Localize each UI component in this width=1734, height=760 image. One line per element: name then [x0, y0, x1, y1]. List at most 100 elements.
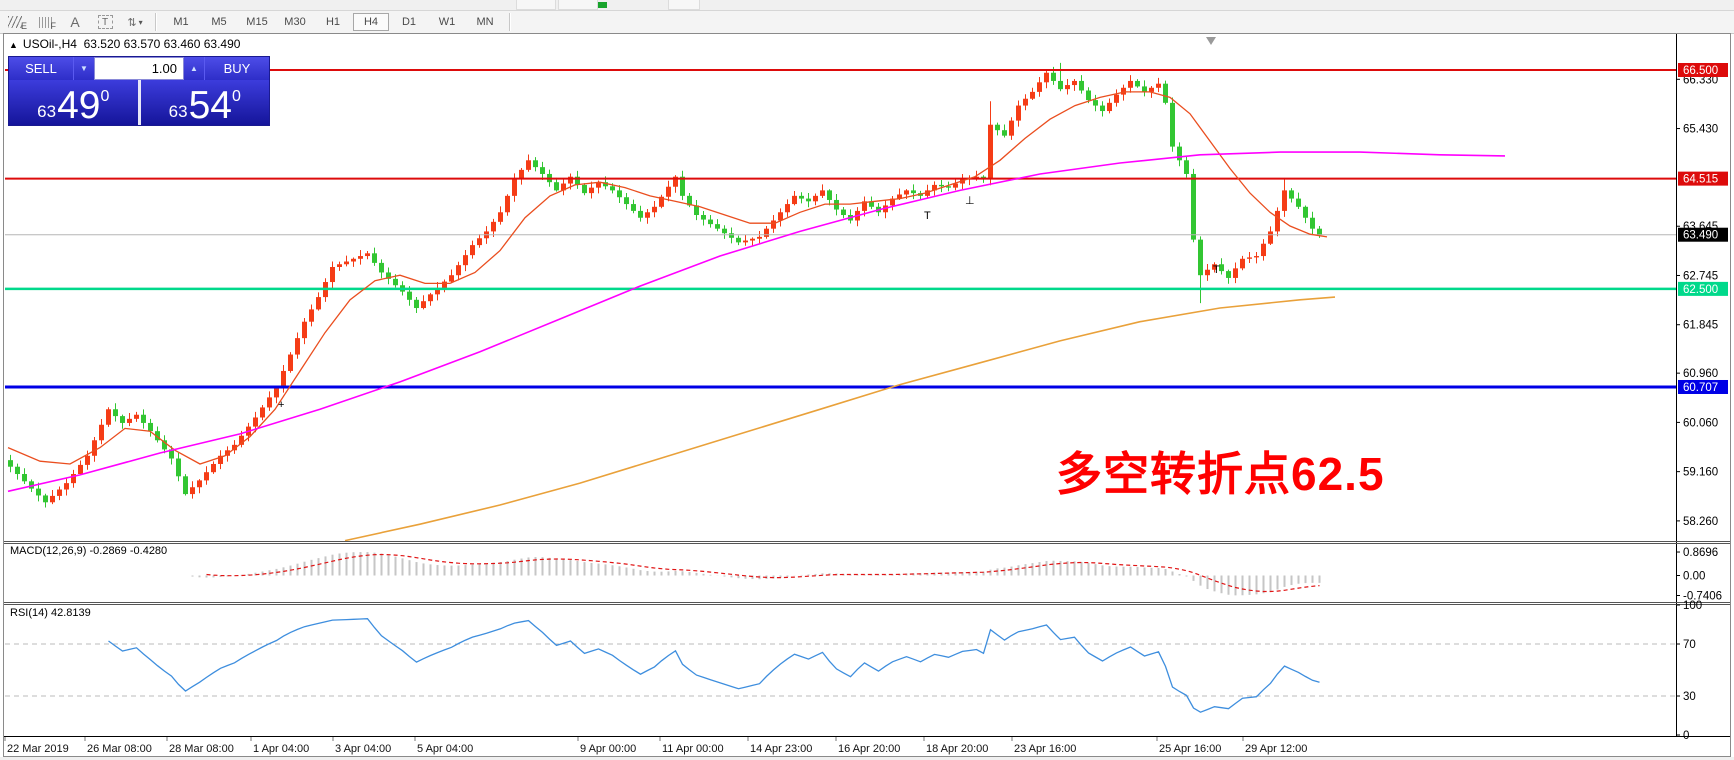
volume-spinner: ▼ ▲ [74, 57, 204, 80]
candle-body [29, 481, 34, 489]
candle-body [169, 449, 174, 459]
macd-scale-label: 0.00 [1683, 571, 1705, 583]
buy-price-button[interactable]: 63 54 0 [140, 80, 269, 127]
candle-body [316, 297, 321, 310]
price-badge-label: 64.515 [1683, 174, 1718, 186]
candle-body [554, 182, 559, 191]
candle-body [1072, 80, 1077, 86]
candle-body [1282, 190, 1287, 211]
text-box-icon[interactable]: T [90, 12, 120, 32]
candle-body [1093, 100, 1098, 106]
object-mark: ⊥ [965, 195, 975, 207]
window-bottom-strip [0, 757, 1734, 760]
candle-body [1009, 120, 1014, 136]
clipped-button [516, 0, 556, 10]
macd-label: MACD(12,26,9) -0.2869 -0.4280 [10, 545, 168, 557]
sell-button[interactable]: SELL [9, 57, 74, 80]
time-tick-label: 1 Apr 04:00 [253, 743, 309, 755]
candle-body [827, 190, 832, 200]
price-tick-label: 59.160 [1683, 467, 1718, 479]
ma-fast-line [7, 91, 1328, 465]
candle-body [960, 179, 965, 184]
candle-body [295, 338, 300, 355]
timeframe-button-MN[interactable]: MN [476, 16, 494, 28]
candle-body [141, 414, 146, 423]
candle-body [1219, 264, 1224, 272]
candle-body [1065, 85, 1070, 90]
volume-input[interactable] [94, 57, 184, 80]
candle-body [652, 206, 657, 213]
candle-body [519, 169, 524, 180]
candle-body [687, 195, 692, 206]
candle-body [582, 184, 587, 194]
price-tick-label: 61.845 [1683, 320, 1718, 332]
candle-body [897, 194, 902, 199]
price-badge [1678, 227, 1728, 242]
candle-body [407, 291, 412, 300]
price-badge [1678, 379, 1728, 394]
candle-body [57, 489, 62, 496]
candle-body [470, 245, 475, 256]
chart-shift-marker[interactable] [1206, 37, 1216, 45]
ask-price-main: 54 [188, 83, 232, 127]
font-a-icon[interactable]: A [70, 14, 80, 30]
candle-body [36, 488, 41, 496]
collapse-triangle-icon[interactable]: ▲ [9, 40, 18, 50]
volume-decrease-button[interactable]: ▼ [74, 57, 94, 80]
ma-slow-line [344, 296, 1336, 541]
candle-body [680, 176, 685, 196]
timeframe-button-M5[interactable]: M5 [211, 16, 227, 28]
time-tick-label: 11 Apr 00:00 [662, 743, 724, 755]
bid-price-prefix: 63 [37, 102, 57, 121]
candle-body [1233, 268, 1238, 278]
candle-body [869, 201, 874, 207]
chart-ohlc-title: ▲ USOil-,H4 63.520 63.570 63.460 63.490 [9, 37, 240, 51]
candle-body [1100, 105, 1105, 112]
timeframe-button-D1[interactable]: D1 [401, 16, 417, 28]
candle-body [71, 474, 76, 484]
grid-f-icon[interactable]: F [30, 12, 60, 32]
timeframe-button-H1[interactable]: H1 [325, 16, 341, 28]
time-tick-label: 14 Apr 23:00 [750, 743, 812, 755]
macd-plot [191, 552, 1321, 596]
ma-medium-line [7, 151, 1506, 493]
candle-body [99, 424, 104, 441]
timeframe-button-M30[interactable]: M30 [284, 16, 306, 28]
candle-body [253, 417, 258, 427]
candle-body [701, 215, 706, 220]
candle-body [666, 186, 671, 197]
candle-body [1212, 264, 1217, 270]
chart-toolbar: E F A T ⇅ ▾ M1 M5 M15 M30 H1 H4 D1 W1 MN [0, 11, 1734, 34]
candle-body [232, 444, 237, 451]
time-axis[interactable]: 22 Mar 2019 26 Mar 08:00 28 Mar 08:00 1 Apr… [4, 737, 1307, 755]
candle-body [204, 472, 209, 481]
timeframe-button-H4[interactable]: H4 [353, 13, 389, 31]
candle-body [1058, 80, 1063, 90]
buy-button[interactable]: BUY [204, 57, 269, 80]
candle-body [43, 495, 48, 503]
timeframe-button-M1[interactable]: M1 [173, 16, 189, 28]
sell-price-button[interactable]: 63 49 0 [9, 80, 141, 125]
arrange-dropdown-icon[interactable]: ⇅ ▾ [127, 16, 143, 29]
chart-style-e-icon[interactable]: E [0, 12, 30, 32]
candle-body [659, 196, 664, 207]
candle-body [932, 184, 937, 191]
clipped-button [558, 0, 598, 10]
candle-body [491, 221, 496, 232]
timeframe-button-W1[interactable]: W1 [438, 16, 456, 28]
candle-body [820, 190, 825, 196]
candle-body [183, 476, 188, 495]
candle-body [239, 435, 244, 445]
candle-body [1303, 206, 1308, 218]
volume-increase-button[interactable]: ▲ [184, 57, 204, 80]
timeframe-button-M15[interactable]: M15 [246, 16, 268, 28]
candle-body [603, 182, 608, 187]
candle-body [78, 464, 83, 475]
candle-body [225, 450, 230, 456]
candle-body [743, 240, 748, 243]
object-mark: + [278, 399, 284, 411]
candle-body [995, 124, 1000, 131]
horizontal-level-lines[interactable] [5, 69, 1676, 389]
candle-body [617, 190, 622, 198]
